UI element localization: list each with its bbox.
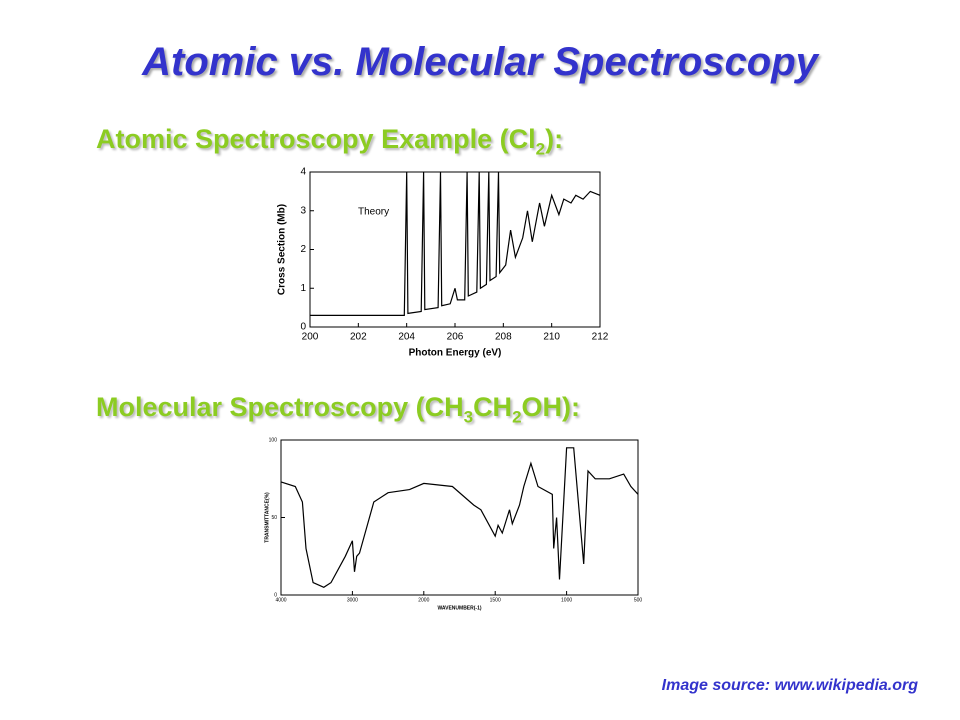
subscript: 2 <box>512 407 522 427</box>
annotation: Theory <box>358 207 389 218</box>
y-tick-label: 0 <box>300 322 306 333</box>
heading: Molecular Spectroscopy (CH3CH2OH): <box>96 392 580 427</box>
x-tick-label: 1000 <box>561 597 572 603</box>
x-tick-label: 204 <box>398 332 415 343</box>
heading-text: ): <box>545 124 564 154</box>
y-axis-label: Cross Section (Mb) <box>277 204 288 295</box>
x-tick-label: 212 <box>592 332 609 343</box>
heading-text: OH): <box>521 392 581 422</box>
subscript: 3 <box>463 407 474 427</box>
image-source: Image source: www.wikipedia.org <box>661 677 918 694</box>
heading: Atomic Spectroscopy Example (Cl2): <box>96 124 563 159</box>
x-tick-label: 500 <box>634 597 643 603</box>
x-tick-label: 206 <box>447 332 464 343</box>
spectrum-line <box>280 447 639 588</box>
slide-title: Atomic vs. Molecular Spectroscopy <box>142 40 818 84</box>
y-tick-label: 100 <box>269 437 278 443</box>
spectrum-line <box>310 171 601 316</box>
x-axis-label: Photon Energy (eV) <box>409 348 502 359</box>
plot-frame <box>309 171 601 328</box>
heading-text: CH <box>473 392 513 422</box>
y-tick-label: 3 <box>300 205 306 216</box>
x-tick-label: 202 <box>350 332 367 343</box>
x-tick-label: 4000 <box>275 597 286 603</box>
x-tick-label: 1500 <box>490 597 501 603</box>
x-tick-label: 210 <box>543 332 560 343</box>
x-tick-label: 2000 <box>418 597 429 603</box>
y-tick-label: 4 <box>300 167 306 178</box>
plot-frame <box>280 439 639 596</box>
y-axis-label: TRANSMITTANCE(%) <box>264 492 270 543</box>
x-tick-label: 3000 <box>347 597 358 603</box>
y-tick-label: 2 <box>300 244 306 255</box>
x-tick-label: 208 <box>495 332 512 343</box>
heading-text: Atomic Spectroscopy Example (Cl <box>96 124 536 154</box>
y-tick-label: 0 <box>274 592 277 598</box>
y-tick-label: 1 <box>300 283 306 294</box>
subscript: 2 <box>535 139 546 159</box>
x-axis-label: WAVENUMBER(-1) <box>437 605 481 611</box>
x-tick-label: 200 <box>302 332 319 343</box>
y-tick-label: 50 <box>271 515 277 521</box>
heading-text: Molecular Spectroscopy (CH <box>96 392 464 422</box>
